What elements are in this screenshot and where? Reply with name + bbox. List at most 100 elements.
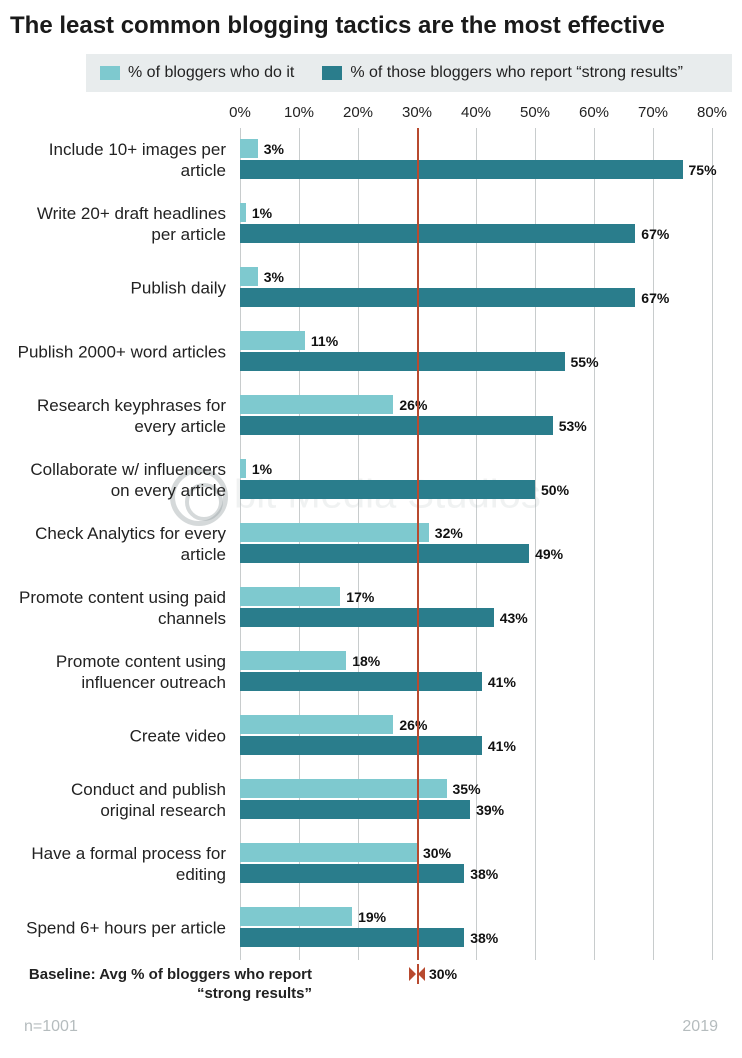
row-label: Write 20+ draft headlines per article — [14, 203, 240, 246]
chart-title: The least common blogging tactics are th… — [10, 12, 732, 40]
x-axis: 0%10%20%30%40%50%60%70%80% — [240, 104, 712, 128]
bar-series2: 67% — [240, 288, 635, 307]
row-label: Have a formal process for editing — [14, 843, 240, 886]
row-label: Collaborate w/ influencers on every arti… — [14, 459, 240, 502]
row-label: Publish daily — [14, 277, 240, 298]
axis-tick: 10% — [284, 104, 314, 121]
bar-series2: 49% — [240, 544, 529, 563]
sample-size: n=1001 — [24, 1018, 78, 1036]
bar-series2: 41% — [240, 672, 482, 691]
bar-series1: 1% — [240, 203, 246, 222]
row-label: Publish 2000+ word articles — [14, 341, 240, 362]
bar-row: Promote content using influencer outreac… — [240, 640, 712, 704]
bar-value: 49% — [529, 546, 563, 562]
bar-series1: 1% — [240, 459, 246, 478]
row-label: Conduct and publish original research — [14, 779, 240, 822]
row-label: Create video — [14, 725, 240, 746]
baseline-label: Baseline: Avg % of bloggers who report “… — [12, 966, 312, 1004]
legend-item-2: % of those bloggers who report “strong r… — [322, 64, 683, 82]
bar-row: Publish 2000+ word articles11%55% — [240, 320, 712, 384]
swatch-series1 — [100, 66, 120, 80]
swatch-series2 — [322, 66, 342, 80]
bar-row: Check Analytics for every article32%49% — [240, 512, 712, 576]
baseline-row: Baseline: Avg % of bloggers who report “… — [240, 964, 712, 1008]
bar-series2: 55% — [240, 352, 565, 371]
bar-row: Spend 6+ hours per article19%38% — [240, 896, 712, 960]
bar-series2: 75% — [240, 160, 683, 179]
bar-series1: 26% — [240, 395, 393, 414]
bar-series2: 38% — [240, 864, 464, 883]
bar-series2: 41% — [240, 736, 482, 755]
chart-plot: 0%10%20%30%40%50%60%70%80% bit Media Stu… — [240, 104, 712, 1008]
bar-series2: 50% — [240, 480, 535, 499]
bar-row: Write 20+ draft headlines per article1%6… — [240, 192, 712, 256]
axis-tick: 70% — [638, 104, 668, 121]
row-label: Spend 6+ hours per article — [14, 917, 240, 938]
bar-value: 11% — [305, 333, 338, 349]
bar-value: 41% — [482, 674, 516, 690]
bar-series2: 53% — [240, 416, 553, 435]
bar-value: 26% — [393, 397, 427, 413]
legend-item-1: % of bloggers who do it — [100, 64, 294, 82]
bar-value: 32% — [429, 525, 463, 541]
bar-value: 55% — [565, 354, 599, 370]
row-label: Promote content using influencer outreac… — [14, 651, 240, 694]
bar-value: 38% — [464, 930, 498, 946]
bar-value: 41% — [482, 738, 516, 754]
bar-series1: 35% — [240, 779, 447, 798]
bar-value: 43% — [494, 610, 528, 626]
bar-row: Include 10+ images per article3%75% — [240, 128, 712, 192]
bar-value: 19% — [352, 909, 386, 925]
bar-value: 30% — [417, 845, 451, 861]
legend-label-2: % of those bloggers who report “strong r… — [350, 64, 683, 82]
bar-value: 75% — [683, 162, 717, 178]
bar-value: 3% — [258, 269, 284, 285]
year: 2019 — [682, 1018, 718, 1036]
bar-row: Research keyphrases for every article26%… — [240, 384, 712, 448]
bar-value: 18% — [346, 653, 380, 669]
row-label: Research keyphrases for every article — [14, 395, 240, 438]
axis-tick: 20% — [343, 104, 373, 121]
axis-tick: 50% — [520, 104, 550, 121]
bar-value: 3% — [258, 141, 284, 157]
bar-series1: 3% — [240, 139, 258, 158]
bar-series2: 39% — [240, 800, 470, 819]
bar-row: Promote content using paid channels17%43… — [240, 576, 712, 640]
row-label: Include 10+ images per article — [14, 139, 240, 182]
bar-value: 67% — [635, 226, 669, 242]
bar-value: 38% — [464, 866, 498, 882]
bar-series1: 32% — [240, 523, 429, 542]
bar-series1: 19% — [240, 907, 352, 926]
bar-value: 35% — [447, 781, 481, 797]
footer: n=1001 2019 — [10, 1008, 732, 1036]
bar-rows: bit Media Studios Include 10+ images per… — [240, 128, 712, 960]
bar-value: 39% — [470, 802, 504, 818]
bar-value: 50% — [535, 482, 569, 498]
bar-series1: 17% — [240, 587, 340, 606]
axis-tick: 80% — [697, 104, 727, 121]
bar-series1: 26% — [240, 715, 393, 734]
bar-row: Collaborate w/ influencers on every arti… — [240, 448, 712, 512]
bar-row: Conduct and publish original research35%… — [240, 768, 712, 832]
bar-series2: 43% — [240, 608, 494, 627]
bar-row: Have a formal process for editing30%38% — [240, 832, 712, 896]
bar-value: 26% — [393, 717, 427, 733]
baseline-line — [417, 128, 419, 960]
bar-value: 67% — [635, 290, 669, 306]
baseline-value: 30% — [417, 966, 457, 982]
bar-value: 1% — [246, 461, 272, 477]
axis-tick: 0% — [229, 104, 251, 121]
legend-label-1: % of bloggers who do it — [128, 64, 294, 82]
bar-series1: 3% — [240, 267, 258, 286]
bar-series1: 18% — [240, 651, 346, 670]
bar-value: 17% — [340, 589, 374, 605]
row-label: Check Analytics for every article — [14, 523, 240, 566]
bar-series2: 38% — [240, 928, 464, 947]
bar-series2: 67% — [240, 224, 635, 243]
bar-row: Create video26%41% — [240, 704, 712, 768]
axis-tick: 30% — [402, 104, 432, 121]
row-label: Promote content using paid channels — [14, 587, 240, 630]
chart-container: The least common blogging tactics are th… — [0, 0, 742, 1044]
bar-series1: 11% — [240, 331, 305, 350]
legend: % of bloggers who do it % of those blogg… — [86, 54, 732, 92]
